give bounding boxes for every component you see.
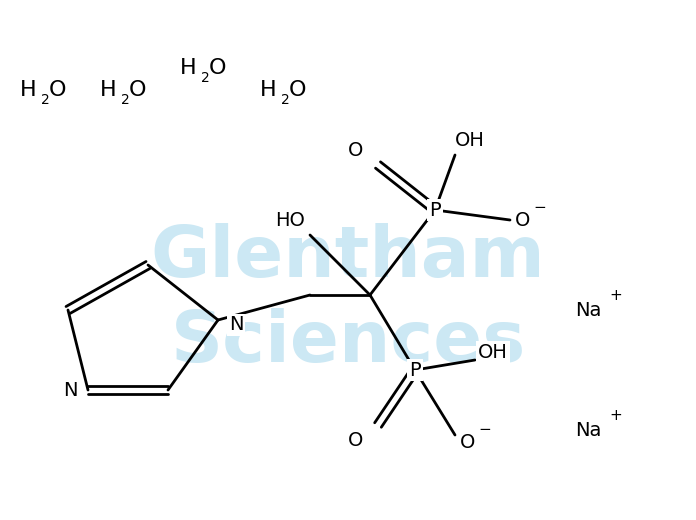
Text: Glentham
Sciences: Glentham Sciences	[150, 223, 546, 377]
Text: Na: Na	[575, 421, 601, 439]
Text: O: O	[49, 80, 67, 100]
Text: 2: 2	[120, 93, 129, 107]
Text: P: P	[429, 201, 441, 219]
Text: H: H	[100, 80, 116, 100]
Text: OH: OH	[478, 343, 508, 361]
Text: 2: 2	[200, 71, 209, 85]
Text: O: O	[348, 141, 364, 161]
Text: O: O	[129, 80, 147, 100]
Text: O: O	[348, 432, 364, 450]
Text: HO: HO	[275, 211, 305, 229]
Text: Na: Na	[575, 301, 601, 319]
Text: O: O	[460, 434, 475, 452]
Text: 2: 2	[40, 93, 49, 107]
Text: 2: 2	[280, 93, 290, 107]
Text: O: O	[515, 211, 530, 229]
Text: −: −	[533, 201, 546, 215]
Text: H: H	[260, 80, 276, 100]
Text: H: H	[19, 80, 36, 100]
Text: +: +	[609, 289, 622, 304]
Text: −: −	[478, 422, 491, 437]
Text: H: H	[180, 58, 196, 78]
Text: O: O	[290, 80, 307, 100]
Text: P: P	[409, 360, 421, 380]
Text: N: N	[229, 316, 243, 334]
Text: OH: OH	[455, 131, 485, 150]
Text: O: O	[209, 58, 227, 78]
Text: N: N	[63, 381, 77, 399]
Text: +: +	[609, 409, 622, 423]
